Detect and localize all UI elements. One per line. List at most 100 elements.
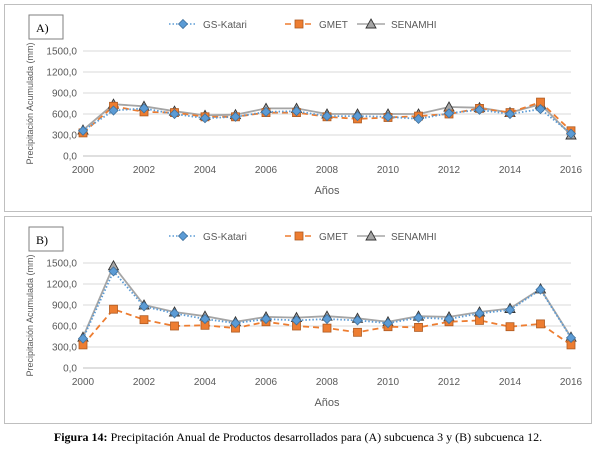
chart-a-x-tick-label: 2000	[72, 165, 95, 176]
chart-b-x-axis-label: Años	[314, 397, 340, 409]
chart-a-legend-label: GS-Katari	[203, 20, 247, 31]
chart-a-data-point	[260, 106, 272, 117]
chart-b-y-tick-label: 0,0	[63, 364, 77, 375]
chart-b-y-tick-label: 600,0	[52, 322, 77, 333]
chart-a-legend-label: SENAMHI	[391, 20, 437, 31]
chart-b-data-point	[108, 266, 119, 277]
chart-b-data-point	[230, 318, 241, 329]
chart-b-legend-marker	[294, 231, 304, 241]
chart-a-series-gs-katari	[77, 103, 577, 139]
chart-b-x-tick-label: 2000	[72, 377, 95, 388]
chart-b-x-tick-label: 2014	[499, 377, 522, 388]
chart-b-y-tick-label: 900,0	[52, 301, 77, 312]
chart-b-data-point	[536, 319, 545, 329]
chart-b-x-tick-label: 2008	[316, 377, 339, 388]
chart-b-data-point	[322, 323, 332, 333]
chart-b-series-gs-katari	[77, 266, 577, 344]
chart-a-data-point	[138, 103, 150, 114]
chart-a-legend-item: GS-Katari	[169, 18, 247, 31]
chart-a-x-tick-label: 2014	[499, 165, 522, 176]
chart-a-legend-label: GMET	[319, 20, 348, 31]
chart-a-x-axis-label: Años	[314, 185, 340, 197]
chart-a-series-line	[82, 107, 572, 135]
chart-a-y-tick-label: 900,0	[52, 89, 77, 100]
chart-a-data-point	[77, 125, 89, 136]
chart-b-legend-item: GMET	[285, 231, 348, 243]
chart-a-data-point	[352, 111, 363, 122]
chart-a-x-tick-label: 2012	[438, 165, 461, 176]
chart-a-x-tick-label: 2002	[133, 165, 156, 176]
chart-a-data-point	[169, 108, 180, 120]
caption-label: Figura 14:	[53, 430, 108, 444]
chart-b-panel-label: B)	[36, 233, 48, 247]
caption-text: Precipitación Anual de Productos desarro…	[110, 430, 543, 444]
chart-b-data-point	[170, 321, 179, 331]
chart-a-data-point	[291, 106, 302, 117]
chart-b-data-point	[474, 308, 485, 319]
chart-a-data-point	[413, 113, 424, 124]
chart-b-data-point	[291, 315, 302, 326]
chart-b-svg: B) 0,0 300,0 600,0 900,0 1200,0 1500,0 2000 2002…	[25, 226, 583, 409]
chart-a-data-point	[443, 108, 455, 119]
chart-b-y-tick-label: 1200,0	[46, 280, 77, 291]
chart-b-data-point	[504, 304, 516, 315]
chart-b-x-tick-label: 2012	[438, 377, 461, 388]
figure-caption: Figura 14: Precipitación Anual de Produc…	[0, 430, 596, 445]
chart-a-data-point	[199, 113, 211, 124]
chart-b-legend-marker	[177, 230, 189, 242]
chart-b-legend-item: GS-Katari	[169, 230, 247, 243]
chart-a-legend-item: GMET	[285, 19, 348, 31]
chart-b-data-point	[413, 312, 424, 323]
chart-b-x-tick-label: 2010	[377, 377, 400, 388]
chart-a-x-tick-label: 2010	[377, 165, 400, 176]
chart-a-panel-label-box	[28, 14, 64, 40]
chart-b-legend-label: GMET	[319, 232, 348, 243]
chart-a-y-tick-label: 0,0	[63, 152, 77, 163]
chart-panel-a: A) 0,0 300,0 600,0 900,0 1200,0 1500,0 2000 2002…	[4, 4, 592, 212]
chart-b-data-point	[260, 313, 272, 325]
chart-a-data-point	[321, 111, 333, 122]
chart-b-panel-label-box	[28, 226, 64, 252]
chart-b-data-point	[353, 327, 362, 337]
chart-a-y-tick-label: 1200,0	[46, 68, 77, 79]
chart-b-data-point	[505, 322, 515, 332]
chart-b-data-point	[321, 313, 333, 325]
chart-a-data-point	[565, 128, 577, 139]
chart-b-x-tick-label: 2006	[255, 377, 278, 388]
chart-b-data-point	[535, 284, 546, 295]
chart-panel-b: B) 0,0 300,0 600,0 900,0 1200,0 1500,0 2000 2002…	[4, 216, 592, 424]
chart-b-legend-label: SENAMHI	[391, 232, 437, 243]
chart-b-data-point	[443, 313, 455, 325]
chart-a-legend-marker	[177, 18, 189, 30]
chart-b-data-point	[199, 313, 211, 325]
chart-a-data-point	[535, 104, 546, 115]
chart-a-legend-marker	[365, 18, 377, 29]
chart-b-y-tick-label: 300,0	[52, 343, 77, 354]
chart-a-x-tick-label: 2004	[194, 165, 217, 176]
chart-b-data-point	[352, 315, 363, 326]
chart-b-legend-marker	[365, 230, 377, 241]
chart-b-data-point	[77, 333, 89, 344]
chart-a-data-point	[504, 108, 516, 120]
chart-a-x-tick-label: 2006	[255, 165, 278, 176]
chart-a-y-tick-label: 600,0	[52, 110, 77, 121]
chart-a-y-axis-label: Precipitación Acumulada (mm)	[25, 42, 35, 164]
chart-b-x-tick-label: 2016	[560, 377, 583, 388]
chart-b-x-tick-label: 2004	[194, 377, 217, 388]
chart-b-legend-item: SENAMHI	[357, 230, 437, 243]
chart-a-y-tick-label: 300,0	[52, 131, 77, 142]
chart-a-data-point	[108, 105, 119, 116]
chart-b-y-axis-label: Precipitación Acumulada (mm)	[25, 254, 35, 376]
chart-a-svg: A) 0,0 300,0 600,0 900,0 1200,0 1500,0 2000 2002…	[25, 14, 583, 197]
chart-b-data-point	[565, 332, 577, 343]
chart-b-data-point	[169, 308, 180, 319]
chart-a-x-tick-label: 2008	[316, 165, 339, 176]
chart-a-panel-label: A)	[36, 21, 49, 35]
chart-b-x-tick-label: 2002	[133, 377, 156, 388]
chart-b-data-point	[414, 323, 423, 332]
chart-a-legend-marker	[294, 19, 304, 29]
chart-a-data-point	[230, 111, 241, 122]
chart-a-data-point	[382, 111, 394, 122]
chart-a-y-tick-label: 1500,0	[46, 47, 77, 58]
chart-b-legend-label: GS-Katari	[203, 232, 247, 243]
